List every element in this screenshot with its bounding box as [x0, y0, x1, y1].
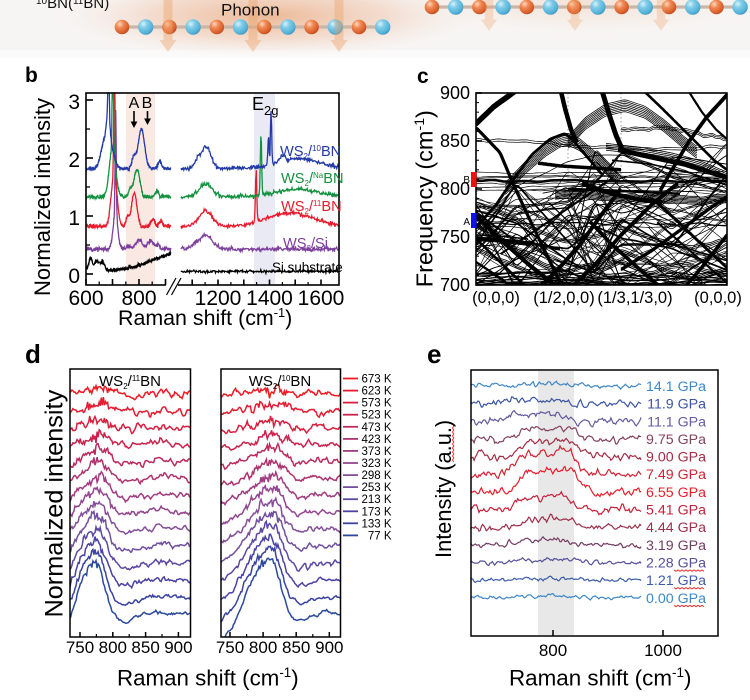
svg-text:473 K: 473 K — [361, 422, 391, 434]
svg-text:800: 800 — [99, 638, 127, 657]
svg-text:600: 600 — [68, 287, 103, 310]
svg-text:1400: 1400 — [246, 287, 293, 310]
svg-text:900: 900 — [440, 83, 470, 103]
svg-text:2: 2 — [68, 149, 80, 172]
svg-text:77 K: 77 K — [368, 530, 392, 542]
svg-text:Si substrate: Si substrate — [272, 260, 343, 275]
svg-text:E2g: E2g — [252, 94, 278, 118]
svg-text:900: 900 — [164, 638, 192, 657]
svg-text:1.21 GPa: 1.21 GPa — [646, 573, 706, 589]
svg-text:WS2/11BN: WS2/11BN — [99, 373, 161, 391]
svg-text:423 K: 423 K — [361, 434, 391, 446]
svg-text:6.55 GPa: 6.55 GPa — [646, 485, 706, 501]
svg-text:323 K: 323 K — [361, 458, 391, 470]
svg-text:3.19 GPa: 3.19 GPa — [646, 538, 706, 554]
svg-text:4.44 GPa: 4.44 GPa — [646, 520, 706, 536]
svg-text:11.1 GPa: 11.1 GPa — [647, 414, 706, 430]
svg-text:9.00 GPa: 9.00 GPa — [646, 450, 706, 466]
svg-text:(0,0,0): (0,0,0) — [472, 289, 520, 307]
svg-text:9.75 GPa: 9.75 GPa — [646, 432, 706, 448]
svg-text:7.49 GPa: 7.49 GPa — [646, 467, 706, 483]
svg-text:133 K: 133 K — [361, 518, 391, 530]
svg-text:3: 3 — [68, 91, 80, 114]
svg-text:298 K: 298 K — [361, 470, 391, 482]
svg-text:213 K: 213 K — [361, 494, 391, 506]
svg-text:14.1 GPa: 14.1 GPa — [646, 379, 706, 395]
svg-text:1600: 1600 — [298, 287, 345, 310]
svg-text:373 K: 373 K — [361, 446, 391, 458]
svg-text:10BN(11BN): 10BN(11BN) — [36, 0, 109, 12]
svg-text:1: 1 — [68, 207, 80, 230]
svg-text:850: 850 — [282, 638, 310, 657]
svg-text:WS2/Si: WS2/Si — [283, 236, 328, 253]
svg-text:800: 800 — [249, 638, 277, 657]
svg-text:800: 800 — [539, 641, 567, 660]
svg-text:1200: 1200 — [195, 287, 242, 310]
svg-text:WS2/11BN: WS2/11BN — [281, 199, 342, 216]
svg-text:1000: 1000 — [644, 641, 682, 660]
svg-text:11.9 GPa: 11.9 GPa — [647, 397, 706, 413]
svg-text:253 K: 253 K — [361, 482, 391, 494]
svg-text:523 K: 523 K — [361, 410, 391, 422]
svg-text:0: 0 — [68, 265, 80, 288]
svg-text:B: B — [463, 175, 470, 186]
svg-text:(1/3,1/3,0): (1/3,1/3,0) — [597, 289, 672, 307]
svg-text:750: 750 — [66, 638, 94, 657]
svg-text:(1/2,0,0): (1/2,0,0) — [533, 289, 594, 307]
svg-text:900: 900 — [315, 638, 343, 657]
svg-text:700: 700 — [440, 275, 470, 295]
svg-text:5.41 GPa: 5.41 GPa — [646, 503, 706, 519]
svg-text:WS2/NaBN: WS2/NaBN — [281, 171, 344, 188]
svg-text:WS2/10BN: WS2/10BN — [280, 144, 341, 161]
svg-text:750: 750 — [216, 638, 244, 657]
svg-text:Phonon: Phonon — [221, 1, 280, 20]
svg-text:673 K: 673 K — [361, 374, 391, 386]
svg-text:A: A — [463, 217, 470, 228]
svg-text:800: 800 — [121, 287, 156, 310]
svg-text:750: 750 — [440, 227, 470, 247]
svg-text:WS2/10BN: WS2/10BN — [249, 373, 312, 391]
svg-text:B: B — [142, 95, 153, 112]
svg-text:0.00 GPa: 0.00 GPa — [646, 591, 706, 607]
svg-text:573 K: 573 K — [361, 398, 391, 410]
svg-text:173 K: 173 K — [361, 506, 391, 518]
svg-text:(0,0,0): (0,0,0) — [694, 289, 742, 307]
svg-text:2.28 GPa: 2.28 GPa — [646, 556, 706, 572]
svg-text:850: 850 — [131, 638, 159, 657]
svg-text:A: A — [129, 95, 140, 112]
svg-text:623 K: 623 K — [361, 386, 391, 398]
svg-text:800: 800 — [440, 179, 470, 199]
svg-text:850: 850 — [440, 131, 470, 151]
